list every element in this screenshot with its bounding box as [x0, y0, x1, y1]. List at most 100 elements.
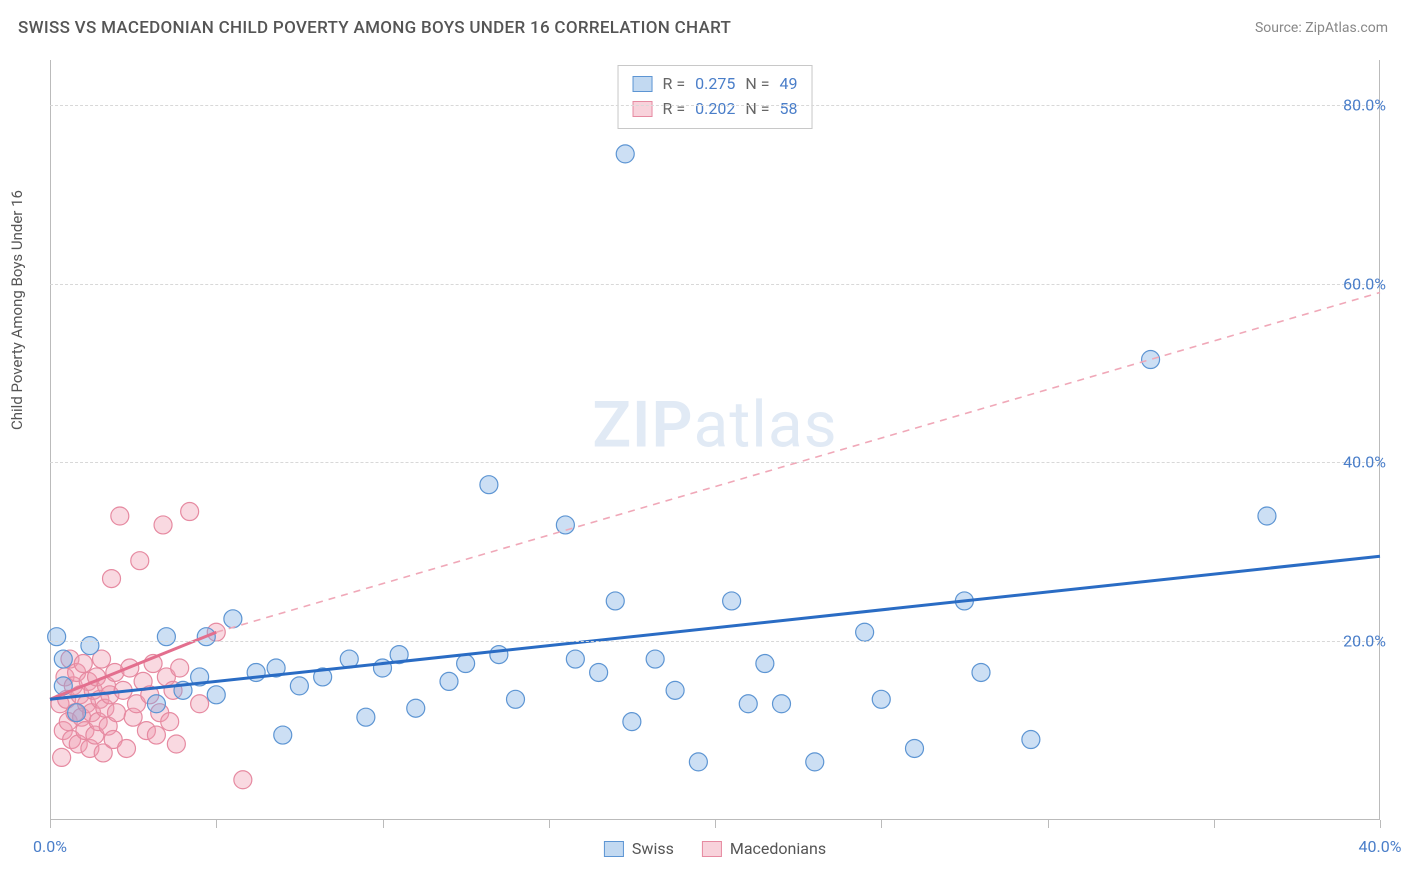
scatter-point-swiss — [1258, 507, 1276, 525]
y-tick-label: 40.0% — [1343, 453, 1386, 472]
scatter-point-swiss — [872, 690, 890, 708]
x-tick — [881, 820, 882, 828]
x-tick — [216, 820, 217, 828]
x-tick — [383, 820, 384, 828]
swatch-swiss — [633, 76, 653, 92]
scatter-point-macedonian — [171, 659, 189, 677]
source-attribution: Source: ZipAtlas.com — [1255, 20, 1388, 36]
scatter-point-swiss — [457, 655, 475, 673]
x-tick — [50, 820, 51, 828]
scatter-point-swiss — [290, 677, 308, 695]
y-tick-label: 60.0% — [1343, 274, 1386, 293]
scatter-point-swiss — [1022, 731, 1040, 749]
stats-n-label-0: N = — [745, 72, 769, 97]
x-tick — [1048, 820, 1049, 828]
scatter-point-swiss — [616, 145, 634, 163]
scatter-point-swiss — [490, 646, 508, 664]
scatter-point-macedonian — [154, 516, 172, 534]
scatter-point-swiss — [590, 663, 608, 681]
scatter-point-swiss — [207, 686, 225, 704]
stats-n-label-1: N = — [745, 97, 769, 122]
scatter-point-macedonian — [74, 655, 92, 673]
scatter-point-macedonian — [234, 771, 252, 789]
legend-item-macedonian: Macedonians — [702, 839, 826, 858]
scatter-point-swiss — [646, 650, 664, 668]
stats-box: R = 0.275 N = 49 R = 0.202 N = 58 — [618, 65, 813, 129]
scatter-point-swiss — [666, 681, 684, 699]
x-tick-label: 40.0% — [1359, 837, 1402, 856]
scatter-point-macedonian — [181, 503, 199, 521]
stats-n-value-0: 49 — [779, 72, 797, 97]
scatter-point-swiss — [407, 699, 425, 717]
scatter-point-swiss — [507, 690, 525, 708]
scatter-point-swiss — [357, 708, 375, 726]
stats-r-value-1: 0.202 — [695, 97, 735, 122]
scatter-point-swiss — [54, 650, 72, 668]
grid-line — [50, 105, 1380, 106]
scatter-point-swiss — [81, 637, 99, 655]
scatter-point-swiss — [972, 663, 990, 681]
grid-line — [50, 462, 1380, 463]
scatter-point-swiss — [723, 592, 741, 610]
scatter-point-swiss — [566, 650, 584, 668]
scatter-plot-svg — [50, 60, 1380, 820]
x-tick — [715, 820, 716, 828]
scatter-point-macedonian — [103, 570, 121, 588]
scatter-point-swiss — [856, 623, 874, 641]
scatter-point-swiss — [68, 704, 86, 722]
stats-r-value-0: 0.275 — [695, 72, 735, 97]
plot-area: ZIPatlas R = 0.275 N = 49 R = 0.202 N = … — [50, 60, 1380, 820]
stats-n-value-1: 58 — [779, 97, 797, 122]
x-tick — [1214, 820, 1215, 828]
scatter-point-swiss — [480, 476, 498, 494]
legend-swatch-swiss — [604, 841, 624, 857]
source-label: Source: — [1255, 20, 1305, 36]
scatter-point-swiss — [440, 672, 458, 690]
stats-r-label-1: R = — [663, 97, 686, 122]
legend-swatch-macedonian — [702, 841, 722, 857]
scatter-point-swiss — [157, 628, 175, 646]
scatter-point-macedonian — [161, 713, 179, 731]
scatter-point-swiss — [274, 726, 292, 744]
source-link[interactable]: ZipAtlas.com — [1305, 20, 1388, 36]
scatter-point-macedonian — [147, 726, 165, 744]
y-axis-label: Child Poverty Among Boys Under 16 — [8, 190, 26, 430]
scatter-point-swiss — [556, 516, 574, 534]
legend-item-swiss: Swiss — [604, 839, 674, 858]
scatter-point-swiss — [906, 739, 924, 757]
x-tick — [549, 820, 550, 828]
scatter-point-macedonian — [111, 507, 129, 525]
scatter-point-macedonian — [117, 739, 135, 757]
stats-row-macedonian: R = 0.202 N = 58 — [633, 97, 798, 122]
grid-line — [50, 641, 1380, 642]
grid-line — [50, 284, 1380, 285]
scatter-point-swiss — [1142, 351, 1160, 369]
y-tick-label: 80.0% — [1343, 95, 1386, 114]
trend-line — [50, 556, 1380, 699]
stats-row-swiss: R = 0.275 N = 49 — [633, 72, 798, 97]
scatter-point-macedonian — [191, 695, 209, 713]
x-tick — [1380, 820, 1381, 828]
legend-bottom: Swiss Macedonians — [604, 839, 826, 858]
stats-r-label-0: R = — [663, 72, 686, 97]
scatter-point-swiss — [623, 713, 641, 731]
scatter-point-macedonian — [53, 748, 71, 766]
legend-label-macedonian: Macedonians — [730, 839, 826, 858]
swatch-macedonian — [633, 101, 653, 117]
scatter-point-swiss — [773, 695, 791, 713]
scatter-point-macedonian — [131, 552, 149, 570]
chart-title: SWISS VS MACEDONIAN CHILD POVERTY AMONG … — [18, 18, 731, 38]
legend-label-swiss: Swiss — [632, 839, 674, 858]
scatter-point-macedonian — [108, 704, 126, 722]
scatter-point-swiss — [756, 655, 774, 673]
scatter-point-swiss — [224, 610, 242, 628]
x-tick-label: 0.0% — [33, 837, 67, 856]
scatter-point-swiss — [689, 753, 707, 771]
scatter-point-swiss — [806, 753, 824, 771]
scatter-point-macedonian — [167, 735, 185, 753]
scatter-point-swiss — [739, 695, 757, 713]
scatter-point-swiss — [147, 695, 165, 713]
scatter-point-swiss — [606, 592, 624, 610]
y-tick-label: 20.0% — [1343, 632, 1386, 651]
scatter-point-swiss — [48, 628, 66, 646]
